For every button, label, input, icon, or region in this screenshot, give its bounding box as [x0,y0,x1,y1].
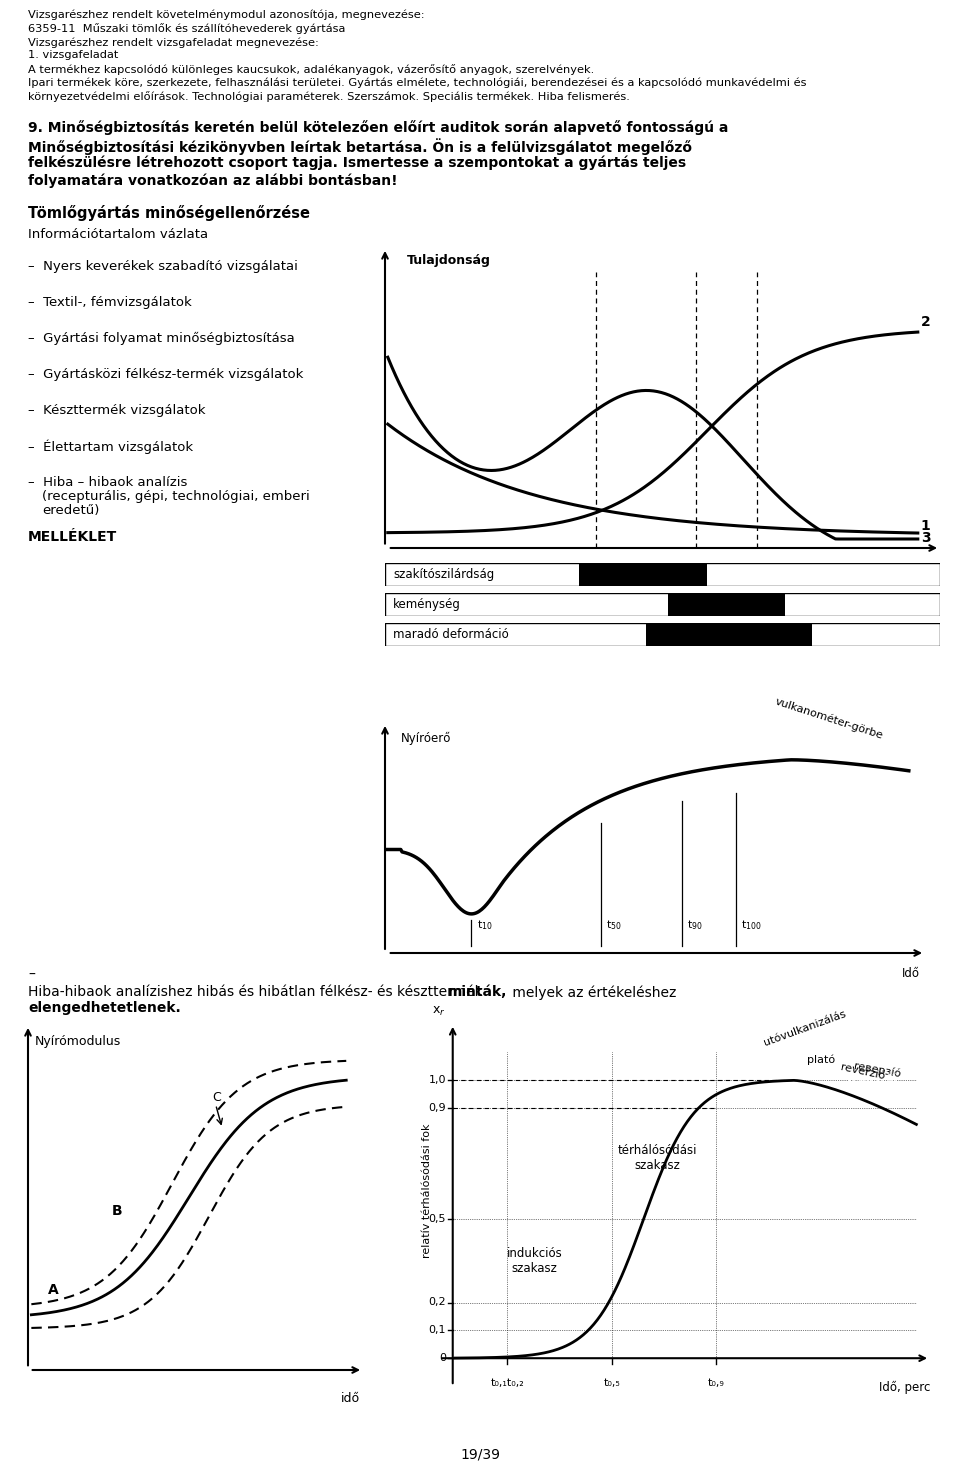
Text: –  Textil-, fémvizsgálatok: – Textil-, fémvizsgálatok [28,296,192,309]
Text: t₀,₉: t₀,₉ [708,1378,725,1388]
Text: folyamatára vonatkozóan az alábbi bontásban!: folyamatára vonatkozóan az alábbi bontás… [28,174,397,189]
Text: A: A [48,1283,59,1298]
Text: –  Hiba – hibaok analízis: – Hiba – hibaok analízis [28,475,187,489]
Text: 0,9: 0,9 [428,1103,445,1112]
Text: minták,: minták, [448,985,508,999]
Text: Ipari termékek köre, szerkezete, felhasználási területei. Gyártás elmélete, tech: Ipari termékek köre, szerkezete, felhasz… [28,78,806,88]
Text: MELLÉKLET: MELLÉKLET [28,530,117,544]
Text: 0: 0 [439,1353,445,1364]
Text: Tömlőgyártás minőségellenőrzése: Tömlőgyártás minőségellenőrzése [28,205,310,221]
Bar [668,593,784,616]
Text: relatív térhálósódási fok: relatív térhálósódási fok [422,1124,432,1258]
Text: 3: 3 [921,531,930,544]
Text: Hiba-hibaok analízishez hibás és hibátlan félkész- és készttermék: Hiba-hibaok analízishez hibás és hibátla… [28,985,487,999]
Text: t₀,₅: t₀,₅ [604,1378,620,1388]
Text: reверзíó: reверзíó [852,1061,901,1078]
Text: C: C [212,1091,221,1105]
Text: utóvulkanizálás: utóvulkanizálás [762,1009,847,1048]
Text: –  Gyártásközi félkész-termék vizsgálatok: – Gyártásközi félkész-termék vizsgálatok [28,369,303,380]
Text: idő: idő [341,1393,360,1406]
Text: t$_{50}$: t$_{50}$ [588,565,604,578]
Bar [646,623,812,647]
Text: B: B [111,1204,122,1217]
Text: t$_{90}$: t$_{90}$ [687,919,703,932]
Text: –  Készttermék vizsgálatok: – Készttermék vizsgálatok [28,404,205,417]
Text: x$_r$: x$_r$ [432,1005,445,1018]
Text: t$_{90}$: t$_{90}$ [688,565,704,578]
Text: 1,0: 1,0 [428,1075,445,1084]
Text: 9. Minőségbiztosítás keretén belül kötelezően előírt auditok során alapvető font: 9. Minőségbiztosítás keretén belül kötel… [28,120,729,135]
Text: 0,1: 0,1 [428,1325,445,1336]
Text: térhálósódási
szakasz: térhálósódási szakasz [617,1144,697,1172]
Text: A termékhez kapcsolódó különleges kaucsukok, adalékanyagok, vázerősítő anyagok, : A termékhez kapcsolódó különleges kaucsu… [28,64,594,75]
Text: Nyírómodulus: Nyírómodulus [35,1036,121,1049]
Text: Vizsgarészhez rendelt követelménymodul azonosítója, megnevezése:: Vizsgarészhez rendelt követelménymodul a… [28,10,424,20]
Text: plató: plató [807,1055,835,1065]
Text: elengedhetetlenek.: elengedhetetlenek. [28,1001,180,1015]
Text: 19/39: 19/39 [460,1447,500,1462]
Text: Idő, perc: Idő, perc [878,1381,930,1394]
Text: –  Gyártási folyamat minőségbiztosítása: – Gyártási folyamat minőségbiztosítása [28,332,295,345]
Text: Tulajdonság: Tulajdonság [407,255,492,268]
Text: t$_{100}$: t$_{100}$ [741,919,762,932]
Text: t₀,₁t₀,₂: t₀,₁t₀,₂ [491,1378,524,1388]
Text: –: – [28,969,35,982]
Text: Idő: Idő [901,967,920,980]
Text: t$_{50}$: t$_{50}$ [607,919,622,932]
Text: szakítószilárdság: szakítószilárdság [394,568,494,581]
Text: indukciós
szakasz: indukciós szakasz [507,1246,563,1274]
Text: 6359-11  Műszaki tömlők és szállítóhevederek gyártása: 6359-11 Műszaki tömlők és szállítóhevede… [28,23,346,35]
Text: felkészülésre létrehozott csoport tagja. Ismertesse a szempontokat a gyártás tel: felkészülésre létrehozott csoport tagja.… [28,157,686,171]
Bar [579,563,707,587]
Text: Információtartalom vázlata: Információtartalom vázlata [28,228,208,241]
Text: 2: 2 [921,316,930,329]
Text: 0,2: 0,2 [428,1298,445,1308]
Text: eredetű): eredetű) [42,503,100,516]
Text: keménység: keménység [394,598,461,612]
Text: t$_{10}$: t$_{10}$ [477,919,492,932]
Text: Minőségbiztosítási kézikönyvben leírtak betartása. Ön is a felülvizsgálatot mege: Minőségbiztosítási kézikönyvben leírtak … [28,138,692,155]
Text: reverzió: reverzió [839,1062,885,1081]
Text: melyek az értékeléshez: melyek az értékeléshez [508,985,677,999]
Text: remerzíó: remerzíó [849,1074,898,1084]
Text: 1: 1 [921,519,930,533]
Text: Nyíróerő: Nyíróerő [401,732,451,745]
Text: revierzíó: revierzíó [849,1074,897,1084]
Text: (recepturális, gépi, technológiai, emberi: (recepturális, gépi, technológiai, ember… [42,490,310,503]
Text: 1. vizsgafeladat: 1. vizsgafeladat [28,51,118,60]
Text: Idő: Idő [913,566,934,579]
Text: Vizsgarészhez rendelt vizsgafeladat megnevezése:: Vizsgarészhez rendelt vizsgafeladat megn… [28,37,319,47]
Text: maradó deformáció: maradó deformáció [394,628,509,641]
Text: vulkanométer-görbe: vulkanométer-görbe [774,696,884,742]
Text: t$_{100}$: t$_{100}$ [747,565,767,578]
Text: 0,5: 0,5 [428,1214,445,1225]
Text: –  Nyers keverékek szabadító vizsgálatai: – Nyers keverékek szabadító vizsgálatai [28,260,298,274]
Text: –  Élettartam vizsgálatok: – Élettartam vizsgálatok [28,440,193,455]
Text: környezetvédelmi előírások. Technológiai paraméterek. Szerszámok. Speciális term: környezetvédelmi előírások. Technológiai… [28,91,630,102]
